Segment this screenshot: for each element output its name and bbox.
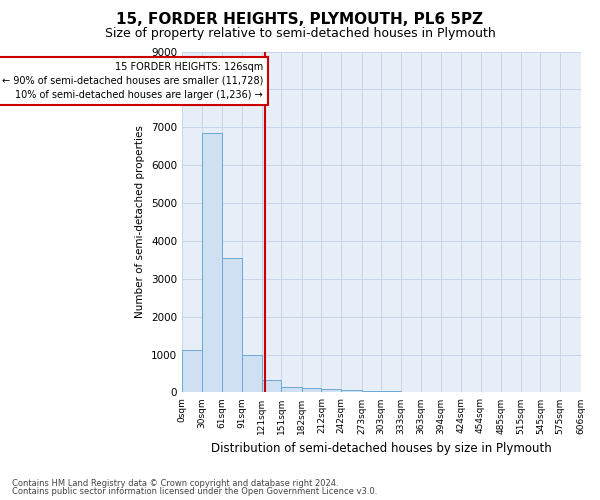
Bar: [362, 390, 381, 392]
Text: Size of property relative to semi-detached houses in Plymouth: Size of property relative to semi-detach…: [104, 28, 496, 40]
Bar: [182, 350, 202, 393]
Text: 15, FORDER HEIGHTS, PLYMOUTH, PL6 5PZ: 15, FORDER HEIGHTS, PLYMOUTH, PL6 5PZ: [116, 12, 484, 28]
Bar: [281, 386, 302, 392]
Text: Contains public sector information licensed under the Open Government Licence v3: Contains public sector information licen…: [12, 487, 377, 496]
Bar: [222, 258, 242, 392]
Bar: [242, 354, 262, 393]
Bar: [322, 390, 341, 392]
Text: 15 FORDER HEIGHTS: 126sqm
← 90% of semi-detached houses are smaller (11,728)
10%: 15 FORDER HEIGHTS: 126sqm ← 90% of semi-…: [2, 62, 263, 100]
Y-axis label: Number of semi-detached properties: Number of semi-detached properties: [136, 126, 145, 318]
Text: Contains HM Land Registry data © Crown copyright and database right 2024.: Contains HM Land Registry data © Crown c…: [12, 478, 338, 488]
Bar: [262, 380, 281, 392]
Bar: [202, 133, 222, 392]
Bar: [302, 388, 322, 392]
Bar: [341, 390, 362, 392]
X-axis label: Distribution of semi-detached houses by size in Plymouth: Distribution of semi-detached houses by …: [211, 442, 551, 455]
